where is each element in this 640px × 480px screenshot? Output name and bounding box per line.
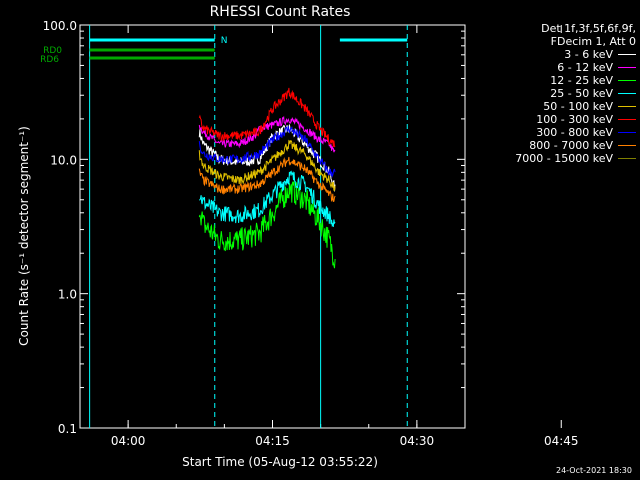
legend-header-1: Det 1f,3f,5f,6f,9f, [541,22,636,35]
legend-item: 3 - 6 keV [470,48,636,61]
y-tick-label: 100.0 [43,19,77,33]
series-line [198,156,336,203]
series-line [198,181,336,269]
legend-swatch [618,106,636,107]
x-tick-label: 04:45 [544,434,579,448]
series-line [198,87,336,148]
legend: Det 1f,3f,5f,6f,9f, FDecim 1, Att 0 3 - … [470,22,636,165]
legend-swatch [618,158,636,159]
legend-label: 7000 - 15000 keV [515,152,613,165]
legend-swatch [618,132,636,133]
legend-item: 7000 - 15000 keV [470,152,636,165]
legend-item: 100 - 300 keV [470,113,636,126]
legend-label: 300 - 800 keV [536,126,613,139]
legend-label: 3 - 6 keV [564,48,613,61]
state-label-n: N [221,36,228,46]
x-tick-label: 04:15 [255,434,290,448]
legend-item: 12 - 25 keV [470,74,636,87]
y-tick-label: 10.0 [50,153,77,167]
y-axis-label: Count Rate (s⁻¹ detector segment⁻¹) [17,126,31,346]
legend-label: 25 - 50 keV [550,87,613,100]
legend-item: 25 - 50 keV [470,87,636,100]
legend-swatch [618,145,636,146]
state-label-rd6: RD6 [40,55,59,65]
legend-label: 12 - 25 keV [550,74,613,87]
legend-item: 50 - 100 keV [470,100,636,113]
legend-item: 6 - 12 keV [470,61,636,74]
series-line [198,115,336,153]
x-tick-label: 04:00 [111,434,146,448]
legend-swatch [618,93,636,94]
legend-swatch [618,67,636,68]
legend-label: 100 - 300 keV [536,113,613,126]
state-label-rd0: RD0 [43,46,62,56]
legend-label: 6 - 12 keV [557,61,613,74]
legend-label: 50 - 100 keV [543,100,613,113]
chart-title: RHESSI Count Rates [210,4,351,20]
x-axis-label: Start Time (05-Aug-12 03:55:22) [182,455,378,469]
series-line [198,170,336,228]
timestamp: 24-Oct-2021 18:30 [556,466,632,475]
x-tick-label: 04:30 [400,434,435,448]
legend-header-2: FDecim 1, Att 0 [550,35,636,48]
legend-label: 800 - 7000 keV [529,139,613,152]
y-tick-label: 1.0 [58,288,77,302]
legend-item: 800 - 7000 keV [470,139,636,152]
series-line [198,139,336,192]
plot-area: 0.11.010.0100.004:0004:1504:3004:4505:00… [40,19,579,448]
y-tick-label: 0.1 [58,422,77,436]
legend-swatch [618,119,636,120]
legend-swatch [618,54,636,55]
series-line [198,125,336,179]
legend-item: 300 - 800 keV [470,126,636,139]
legend-swatch [618,80,636,81]
